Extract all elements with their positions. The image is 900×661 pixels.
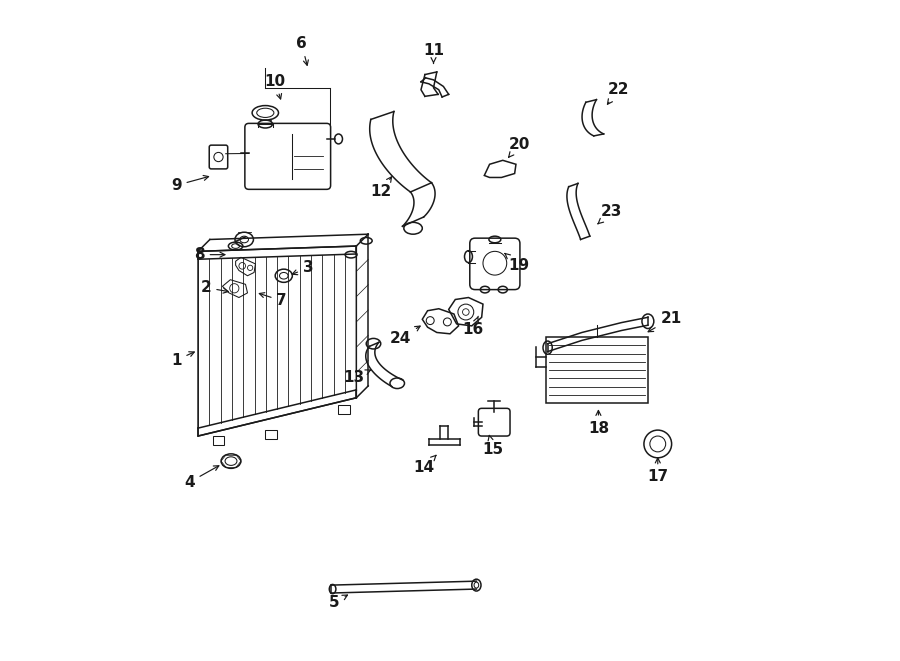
Text: 5: 5: [329, 595, 347, 609]
Text: 16: 16: [463, 317, 483, 336]
Text: 18: 18: [588, 410, 609, 436]
Bar: [338, 405, 350, 414]
Text: 20: 20: [508, 137, 530, 157]
Text: 14: 14: [413, 455, 436, 475]
Text: 4: 4: [184, 466, 219, 490]
Text: 15: 15: [482, 436, 503, 457]
Text: 12: 12: [370, 177, 392, 200]
Text: 23: 23: [598, 204, 622, 224]
Text: 7: 7: [259, 293, 287, 308]
Text: 9: 9: [171, 175, 209, 193]
Text: 2: 2: [201, 280, 229, 295]
Text: 13: 13: [344, 370, 371, 385]
Text: 11: 11: [423, 43, 444, 63]
Text: 24: 24: [390, 326, 420, 346]
Text: 6: 6: [296, 36, 309, 65]
Text: 3: 3: [292, 260, 313, 276]
Text: 10: 10: [265, 73, 286, 99]
Text: 17: 17: [647, 458, 669, 485]
Text: 8: 8: [194, 247, 225, 262]
Text: 22: 22: [608, 82, 629, 104]
Text: 19: 19: [505, 253, 530, 274]
Bar: [545, 337, 648, 403]
Bar: [212, 436, 224, 446]
Bar: [266, 430, 277, 440]
Text: 21: 21: [648, 311, 681, 332]
Text: 1: 1: [171, 352, 194, 368]
